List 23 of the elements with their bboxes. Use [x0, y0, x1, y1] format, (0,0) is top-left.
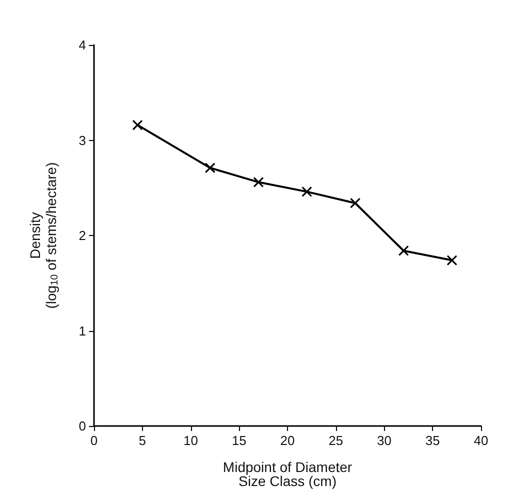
y-tick-label: 3: [78, 132, 86, 148]
point: [253, 176, 264, 188]
point: [204, 162, 216, 174]
x-tick-label: 25: [328, 433, 344, 448]
point: [446, 254, 458, 266]
y-tick-label: 4: [78, 38, 86, 52]
x-tick-label: 35: [425, 433, 440, 448]
x-tick-label: 20: [280, 433, 295, 448]
x-tick-label: 40: [474, 433, 488, 448]
x-axis-title: Midpoint of Diameter Size Class (cm): [222, 459, 352, 489]
point: [132, 120, 143, 130]
point: [350, 198, 361, 208]
y-tick-label: 2: [78, 228, 86, 243]
y-tick-label: 0: [78, 418, 86, 434]
x-tick-label: 0: [90, 433, 98, 448]
x-tick-label: 30: [377, 433, 392, 448]
point: [302, 186, 312, 197]
x-tick-label: 10: [184, 433, 198, 448]
y-tick-label: 1: [78, 323, 86, 338]
text: Density (log10 of stems/hectare): [27, 162, 60, 309]
x-tick-label: 5: [138, 433, 146, 448]
point: [398, 245, 409, 256]
x-tick-label: 15: [232, 433, 246, 448]
